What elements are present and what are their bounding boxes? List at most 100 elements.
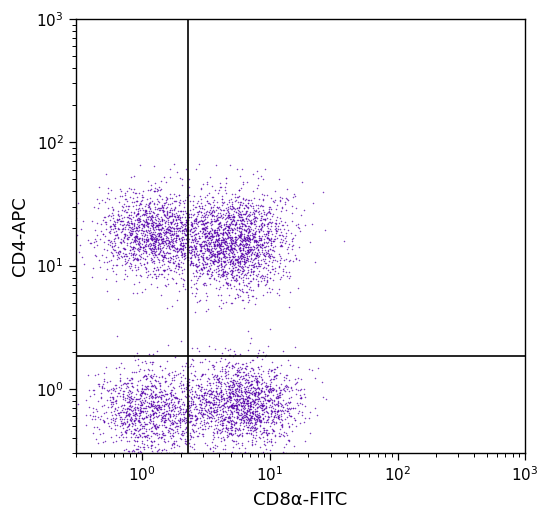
Point [120,427,129,435]
Point [216,391,225,399]
Point [283,431,292,439]
Point [120,413,129,421]
Point [121,231,130,239]
Point [227,242,235,251]
Point [184,226,193,235]
Point [261,351,270,359]
Point [135,432,144,440]
Point [148,257,157,265]
Point [109,251,118,259]
Point [156,379,164,387]
Point [150,257,158,265]
Point [131,188,140,197]
Point [202,243,211,252]
Point [223,413,232,421]
Point [217,263,226,271]
Point [217,354,226,362]
Point [224,379,233,387]
Point [232,404,241,412]
Point [186,413,195,422]
Point [252,222,261,230]
Point [144,244,153,253]
Point [243,254,252,262]
Point [238,432,246,440]
Point [175,227,184,236]
Point [252,437,261,445]
Point [219,389,228,398]
Point [309,199,317,207]
Point [238,262,247,270]
Point [149,397,158,405]
Point [185,435,194,444]
Point [221,278,230,287]
Point [249,372,257,381]
Point [135,251,144,259]
Point [288,217,297,225]
Point [283,384,292,393]
Point [251,229,260,238]
Point [298,411,307,419]
Point [233,395,242,403]
Point [256,430,265,438]
Point [189,280,198,289]
Point [103,240,112,248]
Point [252,395,261,403]
Point [246,231,255,239]
Point [232,408,240,417]
Point [138,443,147,451]
Point [182,164,190,173]
Point [119,401,128,410]
Point [124,397,133,406]
Point [158,235,167,243]
Point [257,231,266,240]
Point [265,227,274,235]
Point [234,258,243,267]
Point [248,383,257,391]
Point [233,407,241,415]
Point [155,230,163,239]
Point [278,396,287,404]
Point [177,219,185,227]
Point [111,224,119,232]
Point [241,243,250,252]
Point [192,215,201,224]
Point [240,210,249,218]
Point [282,406,291,414]
Point [259,433,268,441]
Point [156,242,164,251]
Point [287,420,296,428]
Point [244,243,253,251]
Point [240,411,249,419]
Point [131,215,140,224]
Point [160,253,168,262]
Point [134,218,143,226]
Point [208,211,217,219]
Point [161,400,169,408]
Point [161,416,169,424]
Point [247,381,256,389]
Point [213,249,222,257]
Point [243,407,252,415]
Point [234,359,243,367]
Point [238,201,246,209]
Point [139,229,147,237]
Point [215,240,224,248]
Point [254,256,262,264]
Point [206,248,215,256]
Point [244,232,252,240]
Point [134,227,142,235]
Point [134,215,143,223]
Point [249,270,258,278]
Point [130,237,139,245]
Point [145,399,153,408]
Point [130,219,139,228]
Point [241,390,250,398]
Point [148,212,157,220]
Point [220,236,229,244]
Point [134,418,143,426]
Point [151,390,160,398]
Point [229,390,238,398]
Point [207,212,216,220]
Point [245,227,254,236]
Point [178,197,187,205]
